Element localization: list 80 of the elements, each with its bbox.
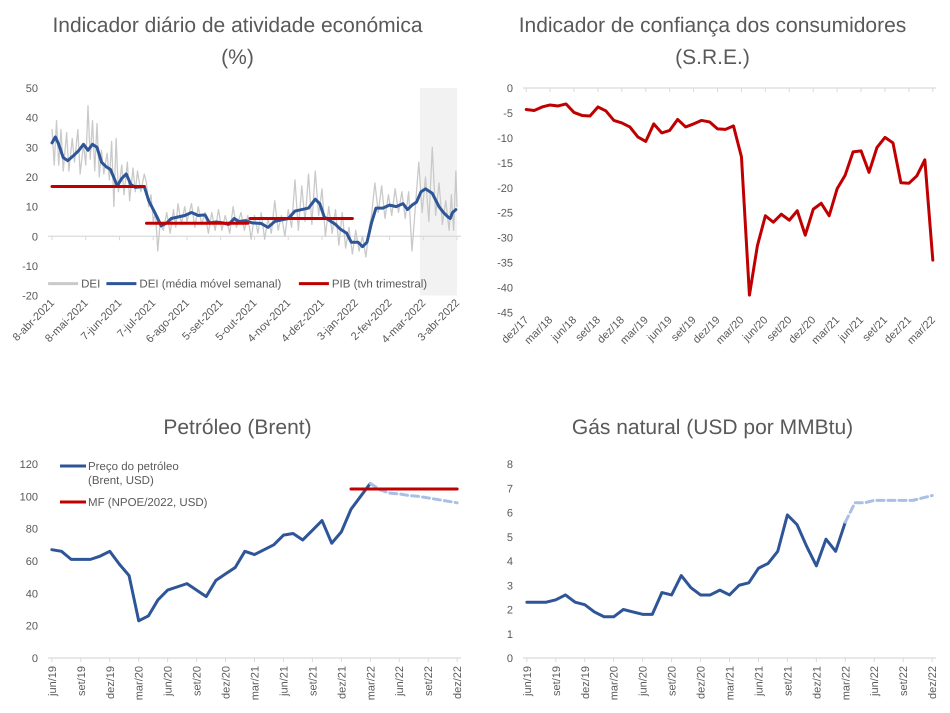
chart-title: Indicador diário de atividade económica <box>52 14 423 37</box>
line-series <box>844 494 934 524</box>
x-tick-label: set/20 <box>192 666 204 696</box>
chart-subtitle: (%) <box>221 46 254 69</box>
line-series <box>524 102 934 297</box>
chart-title: Gás natural (USD por MMBtu) <box>572 416 854 439</box>
y-tick-label: 10 <box>26 202 38 214</box>
y-tick-label: -45 <box>497 308 513 320</box>
y-tick-label: 6 <box>506 508 513 520</box>
y-tick-label: 7 <box>506 483 513 496</box>
y-tick-label: 0 <box>32 653 38 665</box>
chart-title: Indicador de confiança dos consumidores <box>518 14 906 37</box>
line-series <box>368 482 459 504</box>
y-tick-label: 1 <box>506 628 513 641</box>
y-tick-label: 80 <box>26 524 38 536</box>
y-tick-label: -10 <box>22 260 38 273</box>
y-tick-label: 0 <box>32 231 38 244</box>
legend-label: MF (NPOE/2022, USD) <box>88 497 208 509</box>
y-tick-label: -15 <box>497 158 513 170</box>
x-tick-label: set/19 <box>550 666 563 696</box>
y-tick-label: 120 <box>20 459 38 471</box>
x-tick-label: set/22 <box>898 666 910 696</box>
y-tick-label: -25 <box>497 208 513 220</box>
x-tick-label: mar/21 <box>724 666 736 700</box>
chart-title: Petróleo (Brent) <box>163 416 312 439</box>
x-tick-label: dez/22 <box>452 666 464 700</box>
y-tick-label: -40 <box>497 282 513 295</box>
y-tick-label: -20 <box>497 182 513 195</box>
x-tick-label: set/21 <box>307 666 320 696</box>
legend-label: Preço do petróleo (Brent, USD) <box>88 461 179 487</box>
x-tick-label: dez/20 <box>220 666 233 700</box>
y-tick-label: -35 <box>497 258 513 270</box>
y-tick-label: -10 <box>497 132 513 145</box>
x-tick-label: mar/22 <box>840 666 852 700</box>
x-tick-label: dez/19 <box>580 666 592 700</box>
y-tick-label: 30 <box>26 142 38 154</box>
y-tick-label: -20 <box>22 290 38 303</box>
legend-label: PIB (tvh trimestral) <box>332 278 428 291</box>
y-tick-label: 0 <box>506 83 513 95</box>
x-tick-label: set/20 <box>666 666 679 696</box>
x-tick-label: jun/22 <box>394 666 406 697</box>
line-series <box>51 105 458 258</box>
y-tick-label: 4 <box>506 556 513 568</box>
x-tick-label: jun/20 <box>638 666 650 697</box>
y-tick-label: 50 <box>26 83 38 95</box>
y-tick-label: 40 <box>26 588 38 600</box>
y-tick-label: 60 <box>26 556 38 568</box>
x-tick-label: mar/21 <box>250 666 262 700</box>
x-tick-label: mar/20 <box>608 666 621 700</box>
x-tick-label: jun/21 <box>753 666 766 697</box>
y-tick-label: -30 <box>497 232 513 245</box>
x-tick-label: set/22 <box>423 666 436 696</box>
x-tick-label: dez/19 <box>104 666 117 700</box>
y-tick-label: 2 <box>506 604 513 616</box>
x-tick-label: dez/22 <box>927 666 940 700</box>
x-tick-label: jun/22 <box>869 666 882 697</box>
x-tick-label: mar/20 <box>134 666 146 700</box>
x-tick-label: set/21 <box>782 666 794 696</box>
y-tick-label: 20 <box>26 172 38 184</box>
x-tick-label: dez/21 <box>336 666 348 700</box>
x-tick-label: jun/19 <box>522 666 534 697</box>
y-tick-label: 8 <box>506 459 513 471</box>
y-tick-label: 3 <box>506 580 513 592</box>
chart-subtitle: (S.R.E.) <box>675 46 750 69</box>
legend-label: DEI (média móvel semanal) <box>139 278 282 291</box>
x-tick-label: jun/20 <box>162 666 175 697</box>
x-tick-label: dez/21 <box>811 666 824 700</box>
x-tick-label: dez/20 <box>696 666 708 700</box>
y-tick-label: -5 <box>503 108 513 120</box>
x-tick-label: mar/22 <box>365 666 378 700</box>
x-tick-label: set/19 <box>76 666 88 696</box>
y-tick-label: 0 <box>506 653 513 665</box>
y-tick-label: 5 <box>506 532 513 544</box>
x-tick-label: jun/19 <box>46 666 59 697</box>
legend-label: DEI <box>81 278 100 291</box>
y-tick-label: 100 <box>20 491 38 504</box>
x-tick-label: jun/21 <box>278 666 290 697</box>
line-series <box>525 513 847 618</box>
y-tick-label: 20 <box>26 620 38 633</box>
y-tick-label: 40 <box>26 112 38 125</box>
